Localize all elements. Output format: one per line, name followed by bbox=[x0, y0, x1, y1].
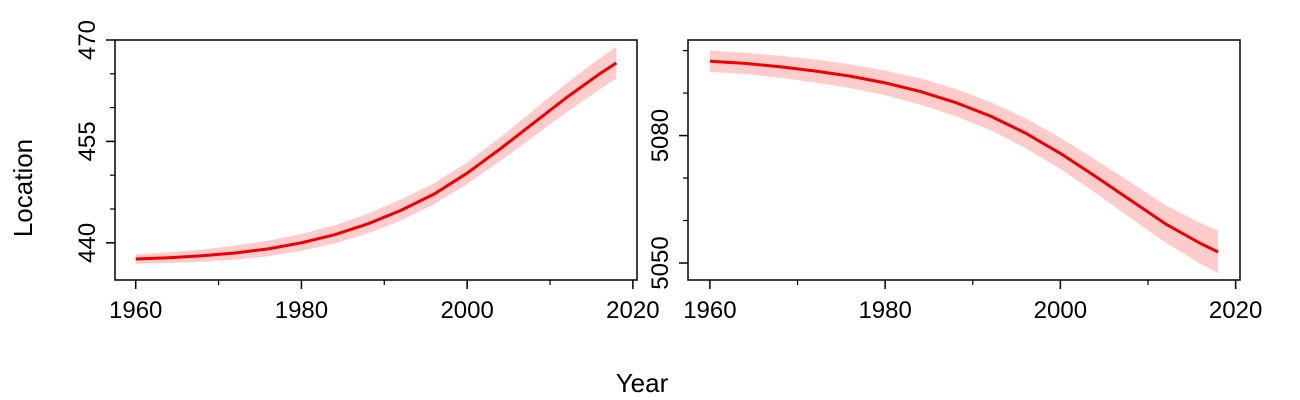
plot-frame bbox=[114, 39, 638, 281]
plot-frame bbox=[687, 39, 1241, 281]
y-tick-label: 470 bbox=[74, 20, 101, 60]
left-panel: 1960 1980 2000 2020 440 455 470 bbox=[74, 20, 660, 324]
y-tick-label: 5050 bbox=[647, 236, 674, 289]
x-tick-label: 2020 bbox=[606, 297, 659, 324]
x-tick-label: 1960 bbox=[109, 297, 162, 324]
x-tick-label: 1960 bbox=[683, 297, 736, 324]
right-panel: 1960 1980 2000 2020 5050 5080 bbox=[647, 39, 1262, 324]
series-line bbox=[135, 61, 618, 261]
x-tick-label: 2000 bbox=[440, 297, 493, 324]
y-tick-label: 440 bbox=[74, 223, 101, 263]
confidence-band bbox=[135, 46, 617, 264]
series-line bbox=[709, 59, 1219, 254]
x-tick-label: 1980 bbox=[275, 297, 328, 324]
y-tick-label: 455 bbox=[74, 121, 101, 161]
confidence-band bbox=[709, 50, 1219, 274]
x-tick-label: 2000 bbox=[1034, 297, 1087, 324]
y-tick-label: 5080 bbox=[647, 109, 674, 162]
y-axis-title: Location bbox=[8, 139, 38, 237]
x-tick-label: 1980 bbox=[858, 297, 911, 324]
x-tick-label: 2020 bbox=[1209, 297, 1262, 324]
x-axis-title: Year bbox=[616, 368, 669, 398]
